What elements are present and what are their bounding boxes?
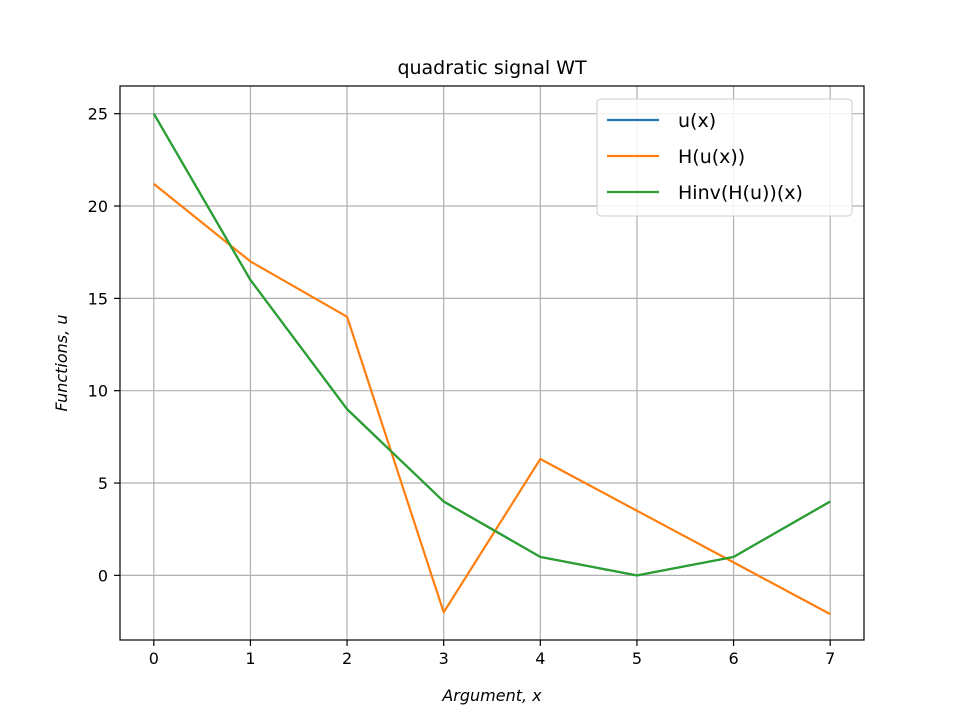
x-tick-label: 4 <box>535 649 545 668</box>
y-tick-label: 0 <box>98 566 108 585</box>
x-tick-label: 6 <box>728 649 738 668</box>
x-tick-label: 0 <box>149 649 159 668</box>
x-tick-label: 2 <box>342 649 352 668</box>
y-tick-label: 20 <box>88 197 108 216</box>
legend-label: Hinv(H(u))(x) <box>678 182 803 204</box>
y-tick-label: 15 <box>88 289 108 308</box>
series-lines <box>152 113 831 616</box>
y-tick-label: 25 <box>88 105 108 124</box>
x-axis-label: Argument, x <box>441 686 542 705</box>
chart-title: quadratic signal WT <box>397 57 587 79</box>
x-tick-label: 7 <box>825 649 835 668</box>
legend: u(x) H(u(x)) Hinv(H(u))(x) <box>596 98 853 217</box>
legend-box <box>596 98 853 217</box>
y-axis-label: Functions, u <box>52 315 71 412</box>
legend-label: u(x) <box>678 110 716 132</box>
series-line-2 <box>152 113 831 577</box>
y-tick-label: 5 <box>98 474 108 493</box>
plot-frame <box>119 85 865 641</box>
x-tick-label: 1 <box>245 649 255 668</box>
series-line-1 <box>153 183 831 616</box>
legend-label: H(u(x)) <box>678 146 745 168</box>
x-tick-label: 3 <box>439 649 449 668</box>
axis-ticks: 0 1 2 3 4 5 6 7 0 5 10 15 20 25 <box>88 105 836 668</box>
x-tick-label: 5 <box>632 649 642 668</box>
y-tick-label: 10 <box>88 382 108 401</box>
